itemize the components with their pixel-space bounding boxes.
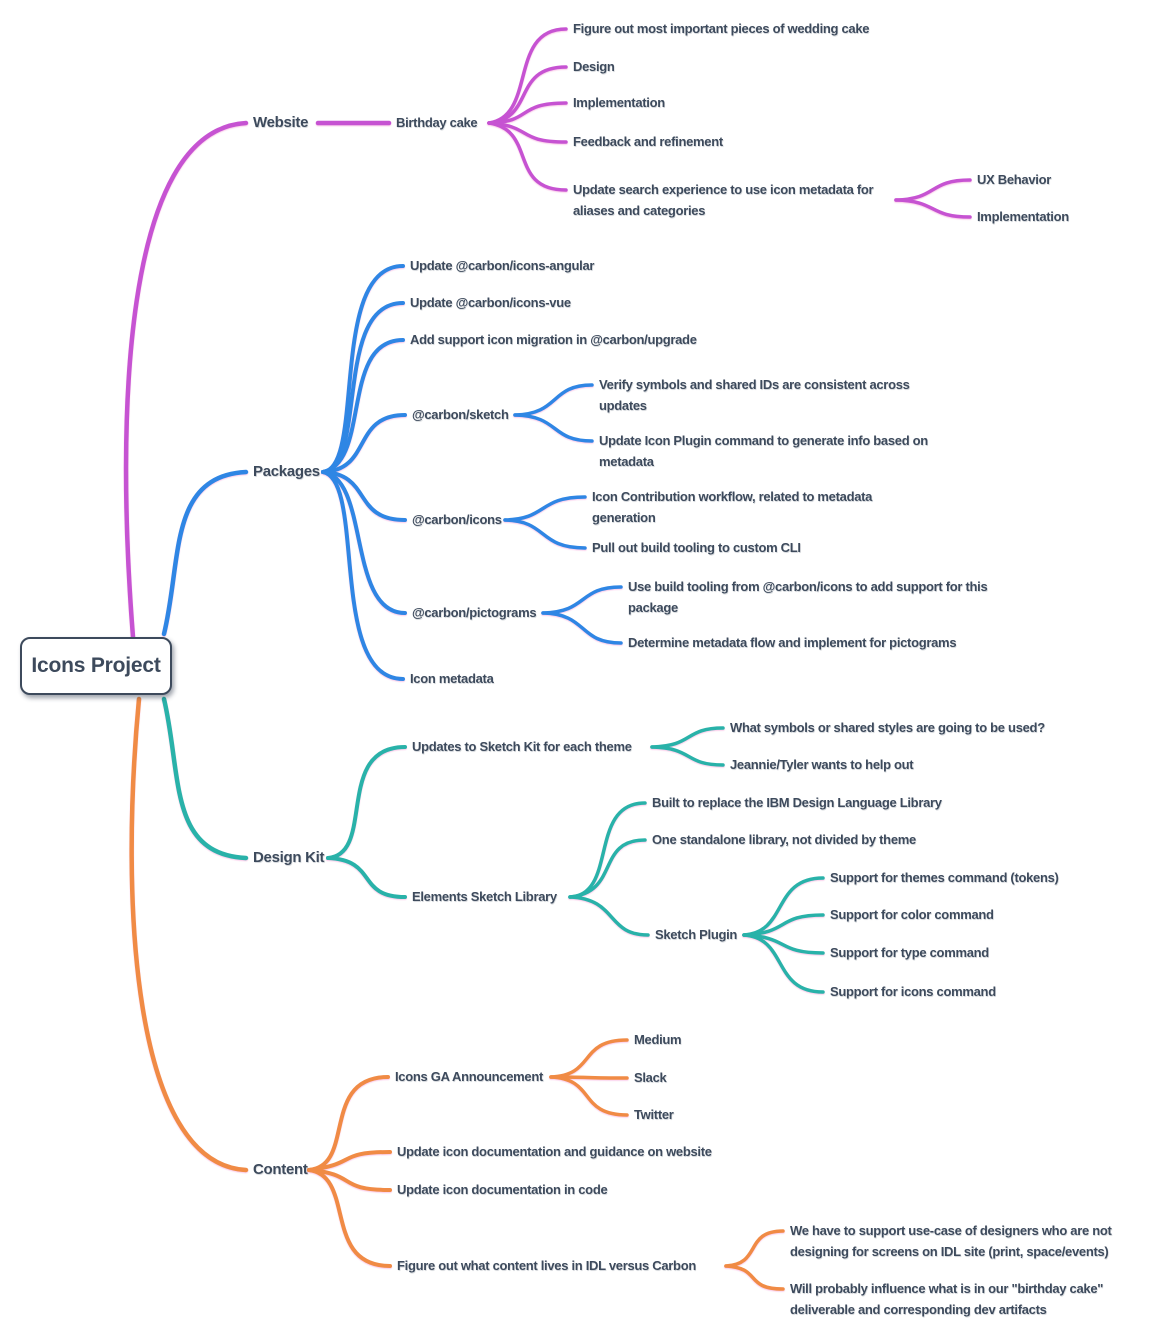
node-influence[interactable]: Will probably influence what is in our "… (790, 1281, 1104, 1317)
connector-packages-icons (321, 470, 407, 522)
connector-pictograms-build-tooling (541, 585, 623, 615)
connector-plugin-themes-cmd (742, 876, 825, 937)
node-design[interactable]: Design (573, 59, 615, 74)
connector-sketch-icon-plugin (513, 413, 594, 443)
connector-search-ux-behavior (894, 178, 972, 202)
node-sketch-plugin[interactable]: Sketch Plugin (655, 927, 738, 942)
node-carbon-pictograms[interactable]: @carbon/pictograms (412, 605, 537, 620)
connector-content-docs-website (307, 1150, 392, 1172)
node-elements-sketch-library[interactable]: Elements Sketch Library (412, 889, 557, 904)
connector-icons-cli (503, 518, 587, 550)
node-standalone[interactable]: One standalone library, not divided by t… (652, 832, 916, 847)
connector-packages-icons-vue (321, 301, 405, 474)
connector-root-packages (161, 469, 249, 637)
connector-packages-icon-metadata (321, 470, 405, 681)
node-sketch-kit[interactable]: Updates to Sketch Kit for each theme (412, 739, 632, 754)
node-carbon-icons[interactable]: @carbon/icons (412, 512, 502, 527)
node-ga-announcement[interactable]: Icons GA Announcement (395, 1069, 544, 1084)
connector-birthday-design (487, 65, 568, 125)
node-upgrade[interactable]: Add support icon migration in @carbon/up… (410, 332, 697, 347)
connector-idl-influence (724, 1264, 785, 1291)
connector-plugin-color-cmd (742, 913, 825, 937)
node-docs-website[interactable]: Update icon documentation and guidance o… (397, 1144, 712, 1159)
node-contribution[interactable]: Icon Contribution workflow, related to m… (592, 489, 873, 525)
connector-birthday-search (487, 121, 568, 192)
node-build-tooling[interactable]: Use build tooling from @carbon/icons to … (628, 579, 988, 615)
connector-packages-upgrade (321, 338, 405, 474)
node-docs-code[interactable]: Update icon documentation in code (397, 1182, 608, 1197)
node-packages[interactable]: Packages (253, 463, 320, 480)
connector-elements-standalone (568, 838, 647, 899)
connector-search-implementation (894, 198, 972, 219)
connector-content-docs-code (307, 1168, 392, 1192)
connector-root-content (129, 696, 249, 1173)
node-color-cmd[interactable]: Support for color command (830, 907, 994, 922)
connector-sketch-kit-symbols (650, 726, 725, 749)
node-metadata-flow[interactable]: Determine metadata flow and implement fo… (628, 635, 957, 650)
connector-icons-contribution (503, 495, 587, 522)
node-website[interactable]: Website (253, 114, 309, 131)
connector-elements-built-replace (568, 801, 647, 899)
connector-design-kit-elements (326, 856, 407, 899)
node-built-replace[interactable]: Built to replace the IBM Design Language… (652, 795, 942, 810)
node-jeannie[interactable]: Jeannie/Tyler wants to help out (730, 757, 914, 772)
root-node-label: Icons Project (31, 654, 161, 677)
node-icons-angular[interactable]: Update @carbon/icons-angular (410, 258, 595, 273)
node-icon-plugin[interactable]: Update Icon Plugin command to generate i… (599, 433, 928, 469)
design-kit-connectors (161, 696, 825, 994)
connector-packages-sketch (321, 413, 407, 474)
connector-pictograms-metadata-flow (541, 611, 623, 645)
connector-ga-twitter (549, 1075, 629, 1117)
root-node[interactable]: Icons Project (20, 637, 172, 695)
packages-connectors (161, 264, 623, 681)
connector-birthday-feedback (487, 121, 568, 144)
website-connectors (123, 27, 972, 640)
connector-sketch-kit-jeannie (650, 745, 725, 767)
node-birthday-cake[interactable]: Birthday cake (396, 115, 478, 130)
node-cli[interactable]: Pull out build tooling to custom CLI (592, 540, 801, 555)
node-symbols[interactable]: What symbols or shared styles are going … (730, 720, 1045, 735)
node-icons-vue[interactable]: Update @carbon/icons-vue (410, 295, 571, 310)
connector-idl-use-case (724, 1229, 785, 1268)
node-search-experience[interactable]: Update search experience to use icon met… (573, 182, 874, 218)
node-medium[interactable]: Medium (634, 1032, 682, 1047)
node-ux-behavior[interactable]: UX Behavior (977, 172, 1052, 187)
node-themes-cmd[interactable]: Support for themes command (tokens) (830, 870, 1059, 885)
connector-birthday-wedding-cake (487, 27, 568, 125)
connector-plugin-icons-cmd (742, 933, 825, 994)
connector-packages-pictograms (321, 470, 407, 615)
connector-birthday-implementation (487, 101, 568, 125)
node-content[interactable]: Content (253, 1161, 308, 1178)
node-idl-carbon[interactable]: Figure out what content lives in IDL ver… (397, 1258, 696, 1273)
connector-content-idl-carbon (307, 1168, 392, 1268)
node-implementation[interactable]: Implementation (573, 95, 665, 110)
node-icons-cmd[interactable]: Support for icons command (830, 984, 996, 999)
connector-sketch-verify (513, 383, 594, 417)
connector-ga-medium (549, 1038, 629, 1079)
node-use-case[interactable]: We have to support use-case of designers… (790, 1223, 1112, 1259)
node-icon-metadata[interactable]: Icon metadata (410, 671, 494, 686)
connector-root-website (123, 120, 249, 640)
node-type-cmd[interactable]: Support for type command (830, 945, 989, 960)
node-verify-symbols[interactable]: Verify symbols and shared IDs are consis… (599, 377, 910, 413)
node-wedding-cake[interactable]: Figure out most important pieces of wedd… (573, 21, 870, 36)
content-connectors (129, 696, 785, 1291)
connector-elements-sketch-plugin (568, 895, 650, 937)
node-search-implementation[interactable]: Implementation (977, 209, 1069, 224)
node-carbon-sketch[interactable]: @carbon/sketch (412, 407, 509, 422)
node-slack[interactable]: Slack (634, 1070, 667, 1085)
connector-design-kit-sketch-kit (326, 745, 407, 860)
node-design-kit[interactable]: Design Kit (253, 849, 325, 866)
node-feedback[interactable]: Feedback and refinement (573, 134, 723, 149)
connector-root-design-kit (161, 696, 249, 861)
node-twitter[interactable]: Twitter (634, 1107, 674, 1122)
connector-content-ga (307, 1075, 390, 1172)
